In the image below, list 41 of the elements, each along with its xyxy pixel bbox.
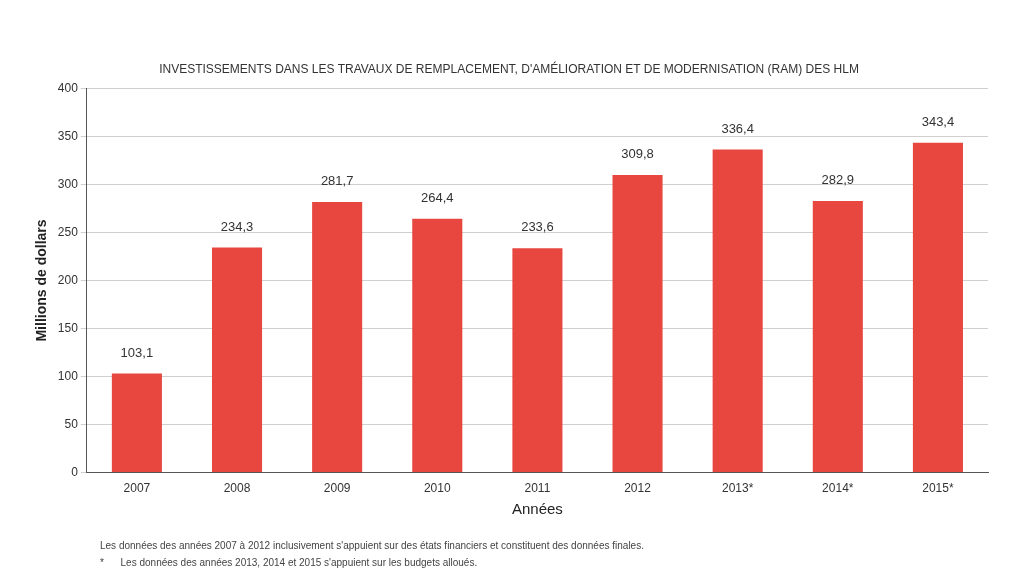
data-label: 336,4 xyxy=(721,120,754,136)
x-tick-label: 2011 xyxy=(524,481,551,496)
bar xyxy=(211,247,263,473)
y-tick-label: 250 xyxy=(57,224,79,239)
bar xyxy=(512,248,563,473)
data-label: 264,4 xyxy=(421,189,454,205)
data-label: 281,7 xyxy=(320,173,354,189)
data-label: 343,4 xyxy=(921,113,955,129)
x-tick-label: 2015* xyxy=(922,481,954,496)
y-tick-label: 300 xyxy=(57,176,79,191)
text: * Les données des années 2013, 2014 et 2015 s'appuient sur les budgets alloués. xyxy=(100,556,478,568)
x-tick-label: 2012 xyxy=(624,481,652,496)
y-tick-label: 50 xyxy=(64,416,79,431)
bar xyxy=(912,142,963,473)
bar xyxy=(812,200,863,473)
y-axis-title: Millions de dollars xyxy=(33,219,50,342)
data-label: 103,1 xyxy=(120,344,154,360)
chart-title: INVESTISSEMENTS DANS LES TRAVAUX DE REMPLACEMENT, D'AMÉLIORATION ET DE MODERNISATION (RAM) DES HLM xyxy=(159,60,859,76)
x-tick-label: 2010 xyxy=(423,481,451,496)
y-tick-label: 0 xyxy=(71,464,79,479)
y-tick-label: 350 xyxy=(57,128,79,143)
x-tick-label: 2014* xyxy=(822,481,854,496)
data-label: 309,8 xyxy=(621,146,654,162)
y-tick-label: 200 xyxy=(57,272,79,287)
bar xyxy=(612,175,663,473)
bar xyxy=(712,149,763,473)
bar xyxy=(312,202,363,473)
data-label: 282,9 xyxy=(821,171,855,187)
bar xyxy=(412,218,463,473)
y-tick-label: 100 xyxy=(57,368,79,383)
x-tick-label: 2013* xyxy=(721,481,754,496)
y-tick-label: 400 xyxy=(57,80,79,95)
data-label: 234,3 xyxy=(220,218,254,234)
x-tick-label: 2007 xyxy=(123,481,151,496)
data-label: 233,6 xyxy=(521,219,554,235)
x-axis-title: Années xyxy=(511,500,563,518)
x-tick-label: 2008 xyxy=(223,481,251,496)
text: Les données des années 2007 à 2012 inclusivement s'appuient sur des états financiers et constituent des données finales. xyxy=(100,539,644,551)
y-tick-label: 150 xyxy=(57,320,79,335)
x-tick-label: 2009 xyxy=(323,481,351,496)
bar xyxy=(111,373,162,473)
